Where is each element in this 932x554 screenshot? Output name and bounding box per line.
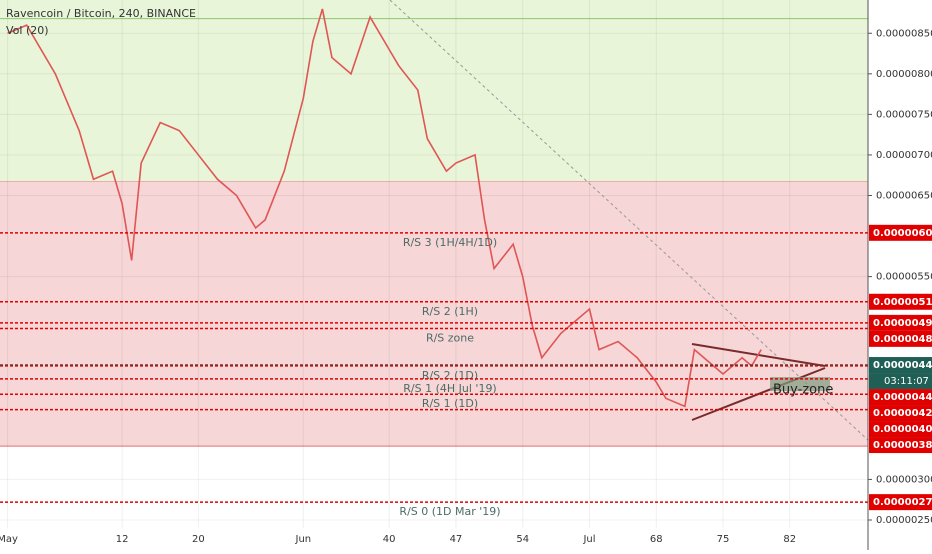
y-tick-label: 0.00000250	[876, 515, 932, 526]
y-tick-label: 0.00000550	[876, 272, 932, 283]
level-note: R/S 2 (1H)	[422, 305, 478, 318]
price-badge-label: 0.00000386	[873, 440, 932, 451]
price-badge	[869, 357, 932, 374]
x-tick-label: 40	[383, 534, 396, 545]
price-badge-label: 0.00000493	[873, 318, 932, 329]
price-badge-label: 0.00000604	[873, 228, 932, 239]
x-tick-label: 75	[717, 534, 730, 545]
y-tick-label: 0.00000650	[876, 191, 932, 202]
price-badge	[869, 314, 932, 331]
price-badge-label: 0.00000486	[873, 334, 932, 345]
triangle-bottom	[691, 367, 826, 421]
x-tick-label: May	[0, 534, 18, 545]
y-tick-label: 0.00000300	[876, 474, 932, 485]
price-badge	[869, 437, 932, 454]
price-badge	[869, 293, 932, 310]
price-badge-label: 0.00000424	[873, 408, 932, 419]
price-badge	[869, 494, 932, 511]
price-axis	[868, 0, 932, 550]
price-badge-label: 0.00000405	[873, 424, 932, 435]
price-badge-label: 0.00000272	[873, 497, 932, 508]
level-note: R/S 2 (1D)	[422, 369, 478, 382]
level-note: R/S 1 (4H Jul '19)	[403, 382, 496, 395]
price-badge	[869, 389, 932, 406]
buy-zone-box	[770, 377, 830, 391]
trend-line	[389, 0, 869, 441]
price-badge	[869, 421, 932, 438]
price-badge-label: 0.00000519	[873, 297, 932, 308]
zone	[0, 181, 868, 447]
price-badge	[869, 224, 932, 241]
level-note: R/S 1 (1D)	[422, 397, 478, 410]
x-tick-label: 68	[650, 534, 663, 545]
indicator: Vol (20)	[6, 24, 49, 37]
price-line	[7, 8, 762, 408]
foreground: May 12 20 Jun 40 47 54 Jul 68 75 82 R/S 3 (1H/4H/1D…	[0, 8, 868, 545]
y-tick-label: 0.00000750	[876, 109, 932, 120]
x-tick-label: 47	[450, 534, 463, 545]
price-badge	[869, 330, 932, 347]
axis: 0.00000850 0.00000800 0.00000750 0.00000700…	[868, 28, 932, 526]
x-tick-label: Jun	[295, 534, 312, 545]
countdown: 03:11:07	[884, 376, 929, 387]
x-tick-label: 20	[192, 534, 205, 545]
chart-title: Ravencoin / Bitcoin, 240, BINANCE	[6, 7, 196, 20]
annotation: Buy-zone	[773, 383, 833, 398]
level-note: R/S 0 (1D Mar '19)	[399, 505, 500, 518]
x-tick-label: 82	[783, 534, 796, 545]
y-tick-label: 0.00000850	[876, 28, 932, 39]
y-tick-label: 0.00000700	[876, 150, 932, 161]
background	[0, 0, 868, 528]
countdown-badge	[869, 373, 932, 390]
level-note: R/S 3 (1H/4H/1D)	[403, 236, 497, 249]
y-tick-label: 0.00000800	[876, 69, 932, 80]
price-badge-label: 0.00000441	[873, 360, 932, 371]
x-tick-label: Jul	[582, 534, 595, 545]
level-note: R/S zone	[426, 332, 474, 345]
x-tick-label: 12	[116, 534, 129, 545]
price-badge	[869, 405, 932, 422]
x-tick-label: 54	[516, 534, 529, 545]
